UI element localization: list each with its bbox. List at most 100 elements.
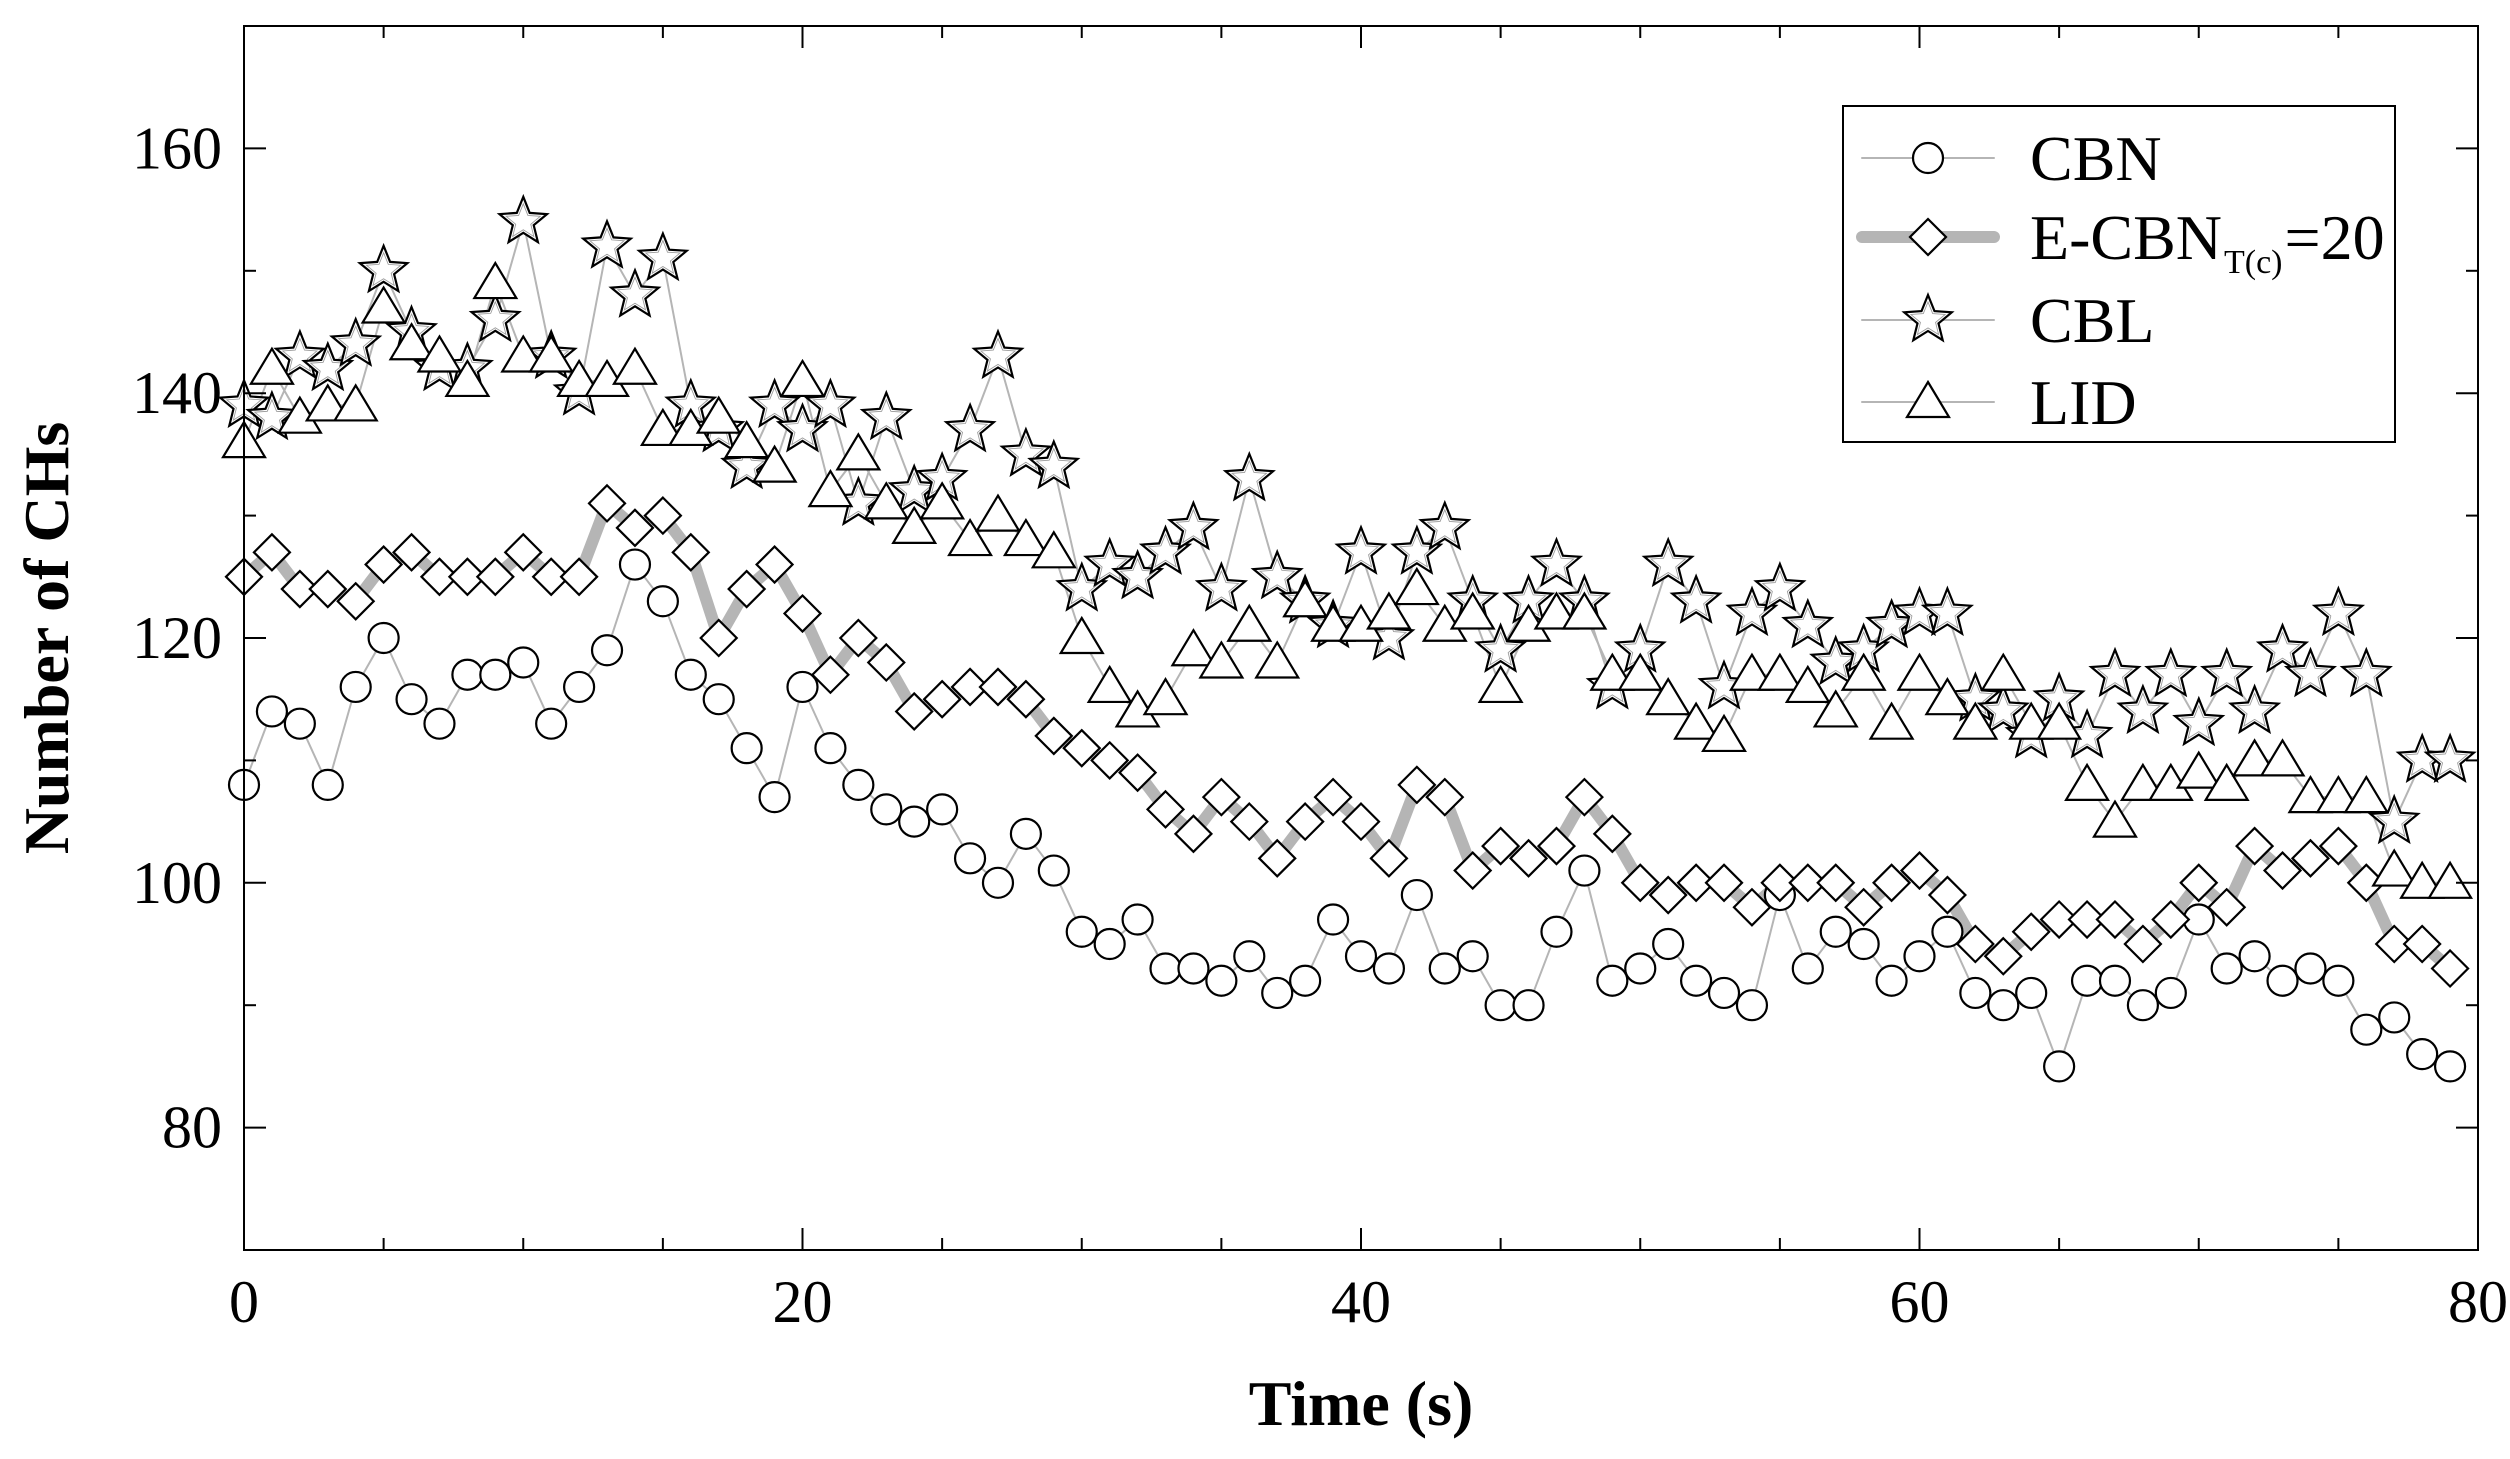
- data-point-e-cbn: [1341, 802, 1381, 842]
- y-tick-label: 120: [132, 605, 222, 671]
- data-point-lid: [2259, 738, 2306, 777]
- data-point-cbn: [1819, 915, 1852, 948]
- data-point-cbn: [1707, 976, 1741, 1010]
- data-point-lid: [1310, 603, 1357, 642]
- data-point-lid: [1980, 652, 2027, 691]
- data-point-lid: [1561, 591, 1608, 630]
- data-point-e-cbn: [1425, 777, 1465, 817]
- data-point-e-cbn: [2262, 851, 2303, 891]
- data-point-e-cbn: [1006, 679, 1046, 719]
- data-point-e-cbn: [1955, 924, 1995, 964]
- data-point-lid: [947, 517, 993, 557]
- data-point-e-cbn: [671, 532, 711, 572]
- data-point-cbl: [2283, 646, 2338, 698]
- data-point-cbn: [674, 658, 707, 691]
- data-point-cbl: [496, 193, 550, 245]
- data-point-lid: [975, 493, 1021, 532]
- data-point-cbn: [2350, 1013, 2383, 1046]
- data-point-lid: [304, 383, 351, 422]
- series-e-cbn-markers: [224, 483, 2470, 989]
- data-point-lid: [388, 322, 435, 361]
- data-point-e-cbn: [1090, 740, 1130, 780]
- data-point-lid: [1226, 603, 1273, 642]
- data-point-cbn: [758, 781, 791, 814]
- data-point-lid: [1896, 652, 1943, 691]
- data-point-cbn: [2154, 976, 2187, 1010]
- x-tick-label: 60: [1890, 1269, 1950, 1335]
- data-point-e-cbn: [2318, 826, 2358, 866]
- data-point-lid: [919, 481, 966, 520]
- data-point-lid: [500, 334, 547, 373]
- data-point-cbn: [618, 548, 652, 581]
- data-point-cbl: [999, 426, 1053, 477]
- data-point-lid: [2371, 848, 2418, 887]
- data-point-cbn: [1484, 989, 1517, 1022]
- legend-marker: [1911, 141, 1945, 175]
- data-point-lid: [1030, 530, 1077, 569]
- data-point-lid: [2036, 701, 2083, 740]
- data-point-e-cbn: [1257, 838, 1297, 878]
- data-point-cbn: [2210, 952, 2243, 985]
- data-point-cbn: [1316, 903, 1350, 936]
- x-axis-title: Time (s): [1249, 1368, 1474, 1439]
- data-point-lid: [751, 444, 798, 483]
- data-point-cbn: [1261, 976, 1294, 1010]
- data-point-cbl: [273, 328, 327, 380]
- data-point-lid: [863, 481, 910, 520]
- data-point-cbn: [562, 670, 596, 704]
- data-point-e-cbn: [978, 667, 1018, 707]
- series-lid-markers: [221, 260, 2474, 899]
- data-point-cbn: [507, 646, 540, 679]
- data-point-lid: [1868, 701, 1915, 740]
- data-point-e-cbn: [1732, 887, 1772, 927]
- data-point-e-cbn: [1397, 765, 1437, 805]
- data-point-e-cbn: [1034, 716, 1074, 756]
- data-point-e-cbn: [391, 532, 432, 572]
- data-point-lid: [416, 334, 463, 373]
- data-point-cbn: [451, 658, 484, 691]
- data-point-cbn: [1037, 854, 1070, 887]
- data-point-lid: [1952, 701, 1999, 740]
- data-point-e-cbn: [2179, 863, 2219, 903]
- data-point-lid: [248, 346, 295, 385]
- data-point-cbl: [2088, 646, 2142, 698]
- data-point-cbl: [1529, 536, 1584, 588]
- data-point-e-cbn: [2235, 826, 2275, 866]
- data-point-e-cbn: [447, 557, 487, 597]
- data-point-cbn: [702, 683, 735, 716]
- data-point-e-cbn: [587, 483, 627, 523]
- legend-entry-e-cbn: E-CBN T(c) =20: [1856, 202, 2385, 281]
- data-point-lid: [332, 383, 379, 422]
- data-point-lid: [1058, 615, 1105, 655]
- y-tick-label: 140: [132, 360, 222, 426]
- data-point-e-cbn: [1816, 863, 1856, 903]
- data-point-cbl: [803, 377, 858, 429]
- legend-marker: [1908, 217, 1948, 257]
- data-point-cbn: [953, 842, 987, 875]
- data-point-e-cbn: [2430, 948, 2470, 989]
- data-point-e-cbn: [1229, 802, 1269, 842]
- data-point-e-cbn: [950, 667, 990, 707]
- data-point-lid: [2315, 774, 2362, 814]
- data-point-e-cbn: [1676, 863, 1716, 903]
- ticks-layer: 0 20 40 60 80 80 100 120 140 160: [132, 25, 2508, 1335]
- data-point-cbn: [1735, 989, 1769, 1022]
- data-point-e-cbn: [1704, 863, 1744, 903]
- data-point-cbl: [1027, 438, 1081, 490]
- legend-label-subscript: T(c): [2224, 244, 2283, 281]
- legend-entry-cbn: CBN: [1861, 123, 2162, 194]
- data-point-cbn: [1456, 940, 1489, 973]
- data-point-lid: [1812, 689, 1859, 728]
- data-point-cbn: [1512, 989, 1545, 1022]
- data-point-e-cbn: [252, 532, 292, 572]
- data-point-lid: [1449, 591, 1496, 630]
- data-point-cbn: [1931, 915, 1964, 948]
- data-point-cbn: [1205, 964, 1238, 997]
- data-point-lid: [1924, 677, 1971, 716]
- legend-label: LID: [2030, 367, 2137, 438]
- data-point-e-cbn: [419, 557, 460, 597]
- data-point-e-cbn: [475, 557, 515, 597]
- data-point-cbl: [636, 230, 690, 282]
- data-point-cbl: [2144, 646, 2198, 698]
- data-point-cbn: [1652, 927, 1685, 961]
